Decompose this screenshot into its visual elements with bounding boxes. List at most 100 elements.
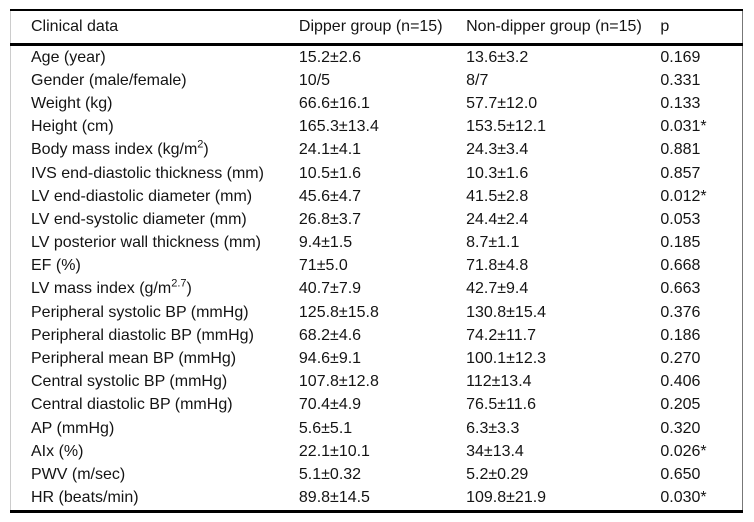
dipper-group-value: 94.6±9.1	[298, 350, 362, 368]
p-value: 0.205	[660, 396, 701, 414]
row-label: LV mass index (g/m2.7)	[31, 278, 192, 298]
p-value: 0.185	[660, 234, 701, 252]
non-dipper-group-value: 109.8±21.9	[466, 489, 547, 507]
row-label: Peripheral diastolic BP (mmHg)	[31, 326, 254, 344]
p-value: 0.169	[660, 48, 701, 66]
column-header-p-value: p	[660, 10, 743, 46]
row-label: HR (beats/min)	[31, 489, 139, 507]
dipper-group-value: 70.4±4.9	[298, 396, 362, 414]
dipper-group-value: 10/5	[298, 71, 331, 89]
column-header-dipper-group: Dipper group (n=15)	[298, 10, 467, 46]
dipper-group-value: 10.5±1.6	[298, 164, 362, 182]
column-header-non-dipper-group: Non-dipper group (n=15)	[466, 10, 661, 46]
table-row: Age (year) 15.2±2.6 13.6±3.2 0.169	[11, 45, 743, 70]
dipper-group-value: 165.3±13.4	[298, 118, 379, 136]
non-dipper-group-value: 41.5±2.8	[466, 187, 529, 205]
table-row: LV end-systolic diameter (mm) 26.8±3.7 24.…	[11, 208, 743, 231]
row-label: Body mass index (kg/m2)	[31, 139, 209, 159]
table-row: AIx (%) 22.1±10.1 34±13.4 0.026*	[11, 440, 743, 463]
non-dipper-group-value: 76.5±11.6	[466, 396, 536, 414]
p-value: 0.857	[660, 164, 701, 182]
table-row: AP (mmHg) 5.6±5.1 6.3±3.3 0.320	[11, 417, 743, 440]
clinical-data-table: Clinical data Dipper group (n=15) Non-di…	[10, 9, 743, 513]
non-dipper-group-value: 5.2±0.29	[466, 465, 529, 483]
non-dipper-group-value: 13.6±3.2	[466, 48, 529, 66]
p-value: 0.186	[660, 326, 701, 344]
table-row: LV end-diastolic diameter (mm) 45.6±4.7 41…	[11, 185, 743, 208]
table-row: IVS end-diastolic thickness (mm) 10.5±1.6…	[11, 162, 743, 185]
dipper-group-value: 66.6±16.1	[298, 94, 370, 112]
row-label: AP (mmHg)	[31, 419, 115, 437]
dipper-group-value: 5.6±5.1	[298, 419, 353, 437]
non-dipper-group-value: 24.3±3.4	[466, 141, 529, 159]
table-row: Height (cm) 165.3±13.4 153.5±12.1 0.031*	[11, 116, 743, 139]
table-row: LV mass index (g/m2.7) 40.7±7.9 42.7±9.4 0.…	[11, 278, 743, 301]
p-value: 0.406	[660, 373, 701, 391]
row-label: Peripheral mean BP (mmHg)	[31, 350, 237, 368]
p-value: 0.320	[660, 419, 701, 437]
row-label: LV end-systolic diameter (mm)	[31, 210, 247, 228]
table-row: Gender (male/female) 10/5 8/7 0.331	[11, 69, 743, 92]
table-row: Peripheral mean BP (mmHg) 94.6±9.1 100.1±1…	[11, 347, 743, 370]
row-label: Age (year)	[31, 48, 106, 66]
p-value: 0.030*	[660, 489, 707, 507]
row-label: AIx (%)	[31, 442, 84, 460]
dipper-group-value: 40.7±7.9	[298, 280, 362, 298]
table-row: PWV (m/sec) 5.1±0.32 5.2±0.29 0.650	[11, 463, 743, 486]
row-label: Weight (kg)	[31, 94, 113, 112]
superscript: 2	[197, 139, 204, 152]
p-value: 0.881	[660, 141, 701, 159]
p-value: 0.376	[660, 303, 701, 321]
non-dipper-group-value: 8/7	[466, 71, 489, 89]
table-row: LV posterior wall thickness (mm) 9.4±1.5 8…	[11, 232, 743, 255]
row-label: LV posterior wall thickness (mm)	[31, 234, 261, 252]
row-label: LV end-diastolic diameter (mm)	[31, 187, 253, 205]
row-label: Central diastolic BP (mmHg)	[31, 396, 233, 414]
row-label: Peripheral systolic BP (mmHg)	[31, 303, 249, 321]
non-dipper-group-value: 6.3±3.3	[466, 419, 520, 437]
p-value: 0.650	[660, 465, 701, 483]
non-dipper-group-value: 57.7±12.0	[466, 94, 538, 112]
non-dipper-group-value: 8.7±1.1	[466, 234, 520, 252]
dipper-group-value: 89.8±14.5	[298, 489, 370, 507]
non-dipper-group-value: 10.3±1.6	[466, 164, 529, 182]
table-body: Age (year) 15.2±2.6 13.6±3.2 0.169 Gender (m…	[11, 45, 743, 512]
p-value: 0.012*	[660, 187, 707, 205]
non-dipper-group-value: 34±13.4	[466, 442, 524, 460]
table-header: Clinical data Dipper group (n=15) Non-di…	[10, 10, 743, 46]
dipper-group-value: 5.1±0.32	[298, 465, 362, 483]
dipper-group-value: 22.1±10.1	[298, 442, 370, 460]
non-dipper-group-value: 24.4±2.4	[466, 210, 529, 228]
table-row: Body mass index (kg/m2) 24.1±4.1 24.3±3.4 0…	[11, 139, 743, 162]
p-value: 0.270	[660, 350, 701, 368]
superscript: 2.7	[171, 278, 187, 291]
dipper-group-value: 26.8±3.7	[298, 210, 362, 228]
p-value: 0.053	[660, 210, 701, 228]
non-dipper-group-value: 112±13.4	[466, 373, 532, 391]
non-dipper-group-value: 71.8±4.8	[466, 257, 529, 275]
row-label: Central systolic BP (mmHg)	[31, 373, 228, 391]
non-dipper-group-value: 130.8±15.4	[466, 303, 547, 321]
table-row: Weight (kg) 66.6±16.1 57.7±12.0 0.133	[11, 92, 743, 115]
row-label: EF (%)	[31, 257, 81, 275]
table-row: Central diastolic BP (mmHg) 70.4±4.9 76.5±…	[11, 394, 743, 417]
table-row: Peripheral diastolic BP (mmHg) 68.2±4.6 74…	[11, 324, 743, 347]
dipper-group-value: 71±5.0	[298, 257, 348, 275]
row-label: Height (cm)	[31, 118, 114, 136]
dipper-group-value: 9.4±1.5	[298, 234, 353, 252]
non-dipper-group-value: 153.5±12.1	[466, 118, 547, 136]
p-value: 0.331	[660, 71, 701, 89]
dipper-group-value: 15.2±2.6	[298, 48, 362, 66]
non-dipper-group-value: 42.7±9.4	[466, 280, 529, 298]
column-header-clinical-data: Clinical data	[10, 10, 299, 46]
row-label: Gender (male/female)	[31, 71, 187, 89]
table-row: Central systolic BP (mmHg) 107.8±12.8 112±…	[11, 371, 743, 394]
dipper-group-value: 68.2±4.6	[298, 326, 362, 344]
header-row: Clinical data Dipper group (n=15) Non-di…	[10, 10, 743, 46]
non-dipper-group-value: 74.2±11.7	[466, 326, 536, 344]
dipper-group-value: 107.8±12.8	[298, 373, 379, 391]
non-dipper-group-value: 100.1±12.3	[466, 350, 547, 368]
table-row: HR (beats/min) 89.8±14.5 109.8±21.9 0.030*	[11, 487, 743, 512]
dipper-group-value: 24.1±4.1	[298, 141, 362, 159]
